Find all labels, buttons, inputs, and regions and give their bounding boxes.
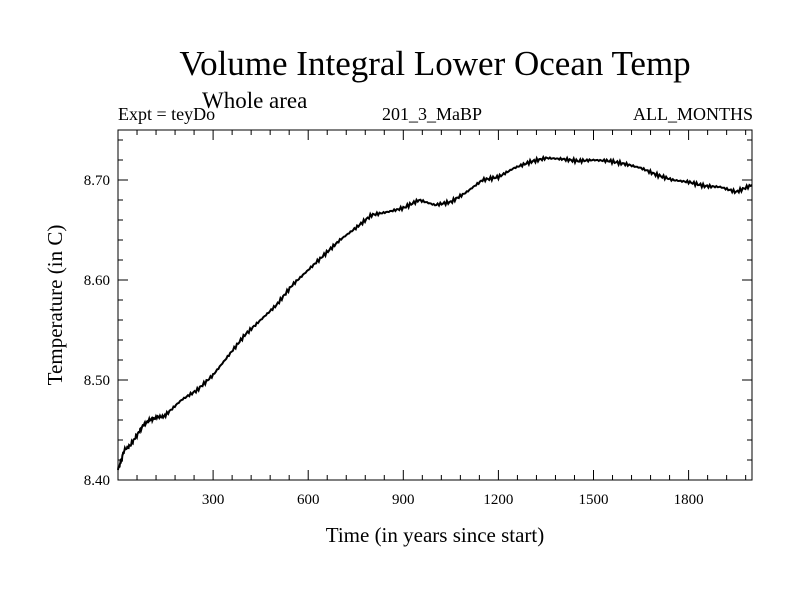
y-tick-label: 8.40 xyxy=(84,473,110,489)
experiment-label: Expt = teyDo xyxy=(118,104,216,124)
tick-marks xyxy=(118,130,752,480)
months-label: ALL_MONTHS xyxy=(633,104,753,124)
run-id-label: 201_3_MaBP xyxy=(382,104,483,124)
y-tick-label: 8.50 xyxy=(84,373,110,389)
series-line-temperature xyxy=(117,154,753,471)
x-tick-label: 600 xyxy=(297,492,320,508)
x-tick-label: 1500 xyxy=(579,492,609,508)
x-tick-label: 300 xyxy=(202,492,225,508)
plot-frame xyxy=(117,129,753,481)
chart-subtitle: Whole area xyxy=(202,88,308,113)
y-tick-label: 8.70 xyxy=(84,173,110,189)
y-tick-label: 8.60 xyxy=(84,273,110,289)
chart-title: Volume Integral Lower Ocean Temp xyxy=(179,44,691,83)
x-axis-label: Time (in years since start) xyxy=(326,523,545,547)
tick-labels: 300 600 900 1200 1500 1800 8.40 8.50 8.60 8.70 xyxy=(84,173,704,508)
x-tick-label: 1200 xyxy=(483,492,513,508)
x-tick-label: 900 xyxy=(392,492,415,508)
x-tick-label: 1800 xyxy=(674,492,704,508)
y-axis-label: Temperature (in C) xyxy=(43,225,67,386)
